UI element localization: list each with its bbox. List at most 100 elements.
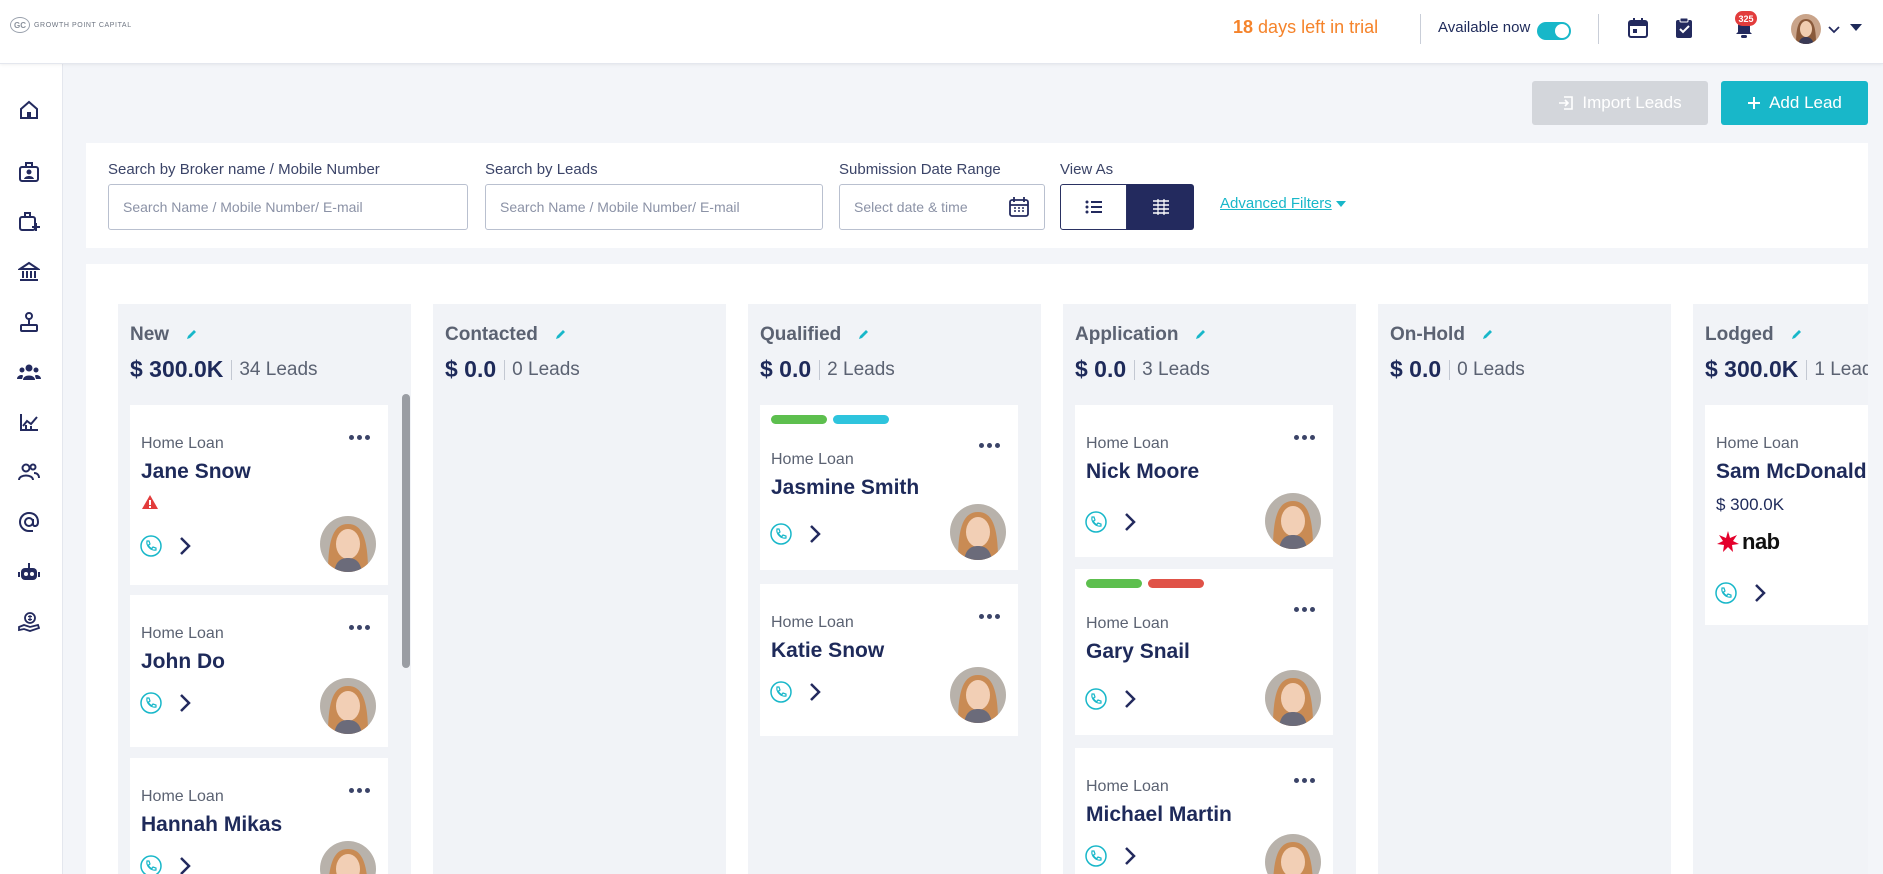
list-view-button[interactable] xyxy=(1060,184,1127,230)
logo-mark: GC xyxy=(10,17,30,33)
chevron-right-icon[interactable] xyxy=(178,692,192,714)
at-icon[interactable] xyxy=(16,509,42,535)
tag-red[interactable] xyxy=(1148,579,1204,588)
lead-card[interactable]: Home Loan Sam McDonald $ 300.0K nab xyxy=(1705,405,1868,625)
briefcase-add-icon[interactable] xyxy=(16,209,42,235)
loan-type: Home Loan xyxy=(141,435,224,452)
trial-notice[interactable]: 18 days left in trial xyxy=(1233,17,1378,38)
lender-logo: nab xyxy=(1716,529,1780,555)
tag-list xyxy=(771,415,889,424)
lead-card[interactable]: Home Loan Katie Snow xyxy=(760,584,1018,736)
lead-card[interactable]: Home Loan Jasmine Smith xyxy=(760,405,1018,570)
loan-type: Home Loan xyxy=(141,625,224,642)
more-options-icon[interactable] xyxy=(979,614,1000,619)
robot-icon[interactable] xyxy=(16,559,42,585)
lead-card[interactable]: Home Loan Jane Snow xyxy=(130,405,388,585)
list-icon xyxy=(1085,200,1102,214)
notification-badge: 325 xyxy=(1735,11,1757,26)
chart-icon[interactable] xyxy=(16,409,42,435)
loan-type: Home Loan xyxy=(141,788,224,805)
phone-icon[interactable] xyxy=(770,523,792,545)
tag-list xyxy=(1086,579,1204,588)
edit-pencil-icon[interactable] xyxy=(857,329,869,341)
broker-avatar xyxy=(1265,834,1321,874)
edit-pencil-icon[interactable] xyxy=(554,329,566,341)
column-leads-count: 1 Leads xyxy=(1806,359,1868,380)
add-lead-button[interactable]: Add Lead xyxy=(1721,81,1868,125)
edit-pencil-icon[interactable] xyxy=(1790,329,1802,341)
phone-icon[interactable] xyxy=(140,692,162,714)
more-options-icon[interactable] xyxy=(1294,778,1315,783)
money-hand-icon[interactable] xyxy=(16,609,42,635)
more-options-icon[interactable] xyxy=(1294,435,1315,440)
anchor-icon[interactable] xyxy=(16,309,42,335)
chevron-right-icon[interactable] xyxy=(178,855,192,874)
column-new: New $ 300.0K 34 Leads Home Loan Jane Sno… xyxy=(118,304,411,874)
lead-card[interactable]: Home Loan Michael Martin xyxy=(1075,748,1333,874)
column-title: Qualified xyxy=(760,324,842,345)
column-title: Contacted xyxy=(445,324,538,345)
date-range-input[interactable]: Select date & time xyxy=(839,184,1045,230)
caret-down-icon[interactable] xyxy=(1850,24,1862,31)
company-logo[interactable]: GC GROWTH POINT CAPITAL xyxy=(10,17,132,33)
chevron-right-icon[interactable] xyxy=(1123,511,1137,533)
more-options-icon[interactable] xyxy=(349,788,370,793)
lead-name: Jane Snow xyxy=(141,460,251,483)
chevron-down-icon[interactable] xyxy=(1827,22,1841,40)
tag-green[interactable] xyxy=(771,415,827,424)
import-leads-button[interactable]: Import Leads xyxy=(1532,81,1708,125)
column-qualified: Qualified $ 0.0 2 Leads Home Loan Jasmin… xyxy=(748,304,1041,874)
edit-pencil-icon[interactable] xyxy=(185,329,197,341)
phone-icon[interactable] xyxy=(770,681,792,703)
phone-icon[interactable] xyxy=(1085,688,1107,710)
column-scrollbar[interactable] xyxy=(402,394,410,668)
lead-card[interactable]: Home Loan John Do xyxy=(130,595,388,747)
more-options-icon[interactable] xyxy=(349,435,370,440)
divider xyxy=(1420,14,1421,44)
caret-down-icon xyxy=(1335,200,1346,207)
column-application: Application $ 0.0 3 Leads Home Loan Nick… xyxy=(1063,304,1356,874)
more-options-icon[interactable] xyxy=(1294,607,1315,612)
availability-toggle[interactable] xyxy=(1537,22,1571,40)
tag-green[interactable] xyxy=(1086,579,1142,588)
nab-star-icon xyxy=(1717,531,1739,552)
chevron-right-icon[interactable] xyxy=(1123,688,1137,710)
lead-name: Michael Martin xyxy=(1086,803,1232,826)
lead-card[interactable]: Home Loan Nick Moore xyxy=(1075,405,1333,557)
phone-icon[interactable] xyxy=(1085,511,1107,533)
phone-icon[interactable] xyxy=(140,535,162,557)
lead-card[interactable]: Home Loan Gary Snail xyxy=(1075,569,1333,735)
broker-search-input[interactable]: Search Name / Mobile Number/ E-mail xyxy=(108,184,468,230)
phone-icon[interactable] xyxy=(140,855,162,874)
chevron-right-icon[interactable] xyxy=(808,523,822,545)
phone-icon[interactable] xyxy=(1085,845,1107,867)
chevron-right-icon[interactable] xyxy=(178,535,192,557)
leads-search-input[interactable]: Search Name / Mobile Number/ E-mail xyxy=(485,184,823,230)
column-amount: $ 0.0 xyxy=(1390,356,1442,382)
edit-pencil-icon[interactable] xyxy=(1194,329,1206,341)
task-check-icon[interactable] xyxy=(1672,16,1696,40)
loan-type: Home Loan xyxy=(1716,435,1799,452)
divider xyxy=(1598,14,1599,44)
bank-icon[interactable] xyxy=(16,259,42,285)
chevron-right-icon[interactable] xyxy=(808,681,822,703)
chevron-right-icon[interactable] xyxy=(1753,582,1767,604)
calendar-icon[interactable] xyxy=(1626,16,1650,40)
tag-cyan[interactable] xyxy=(833,415,889,424)
more-options-icon[interactable] xyxy=(349,625,370,630)
board-view-button[interactable] xyxy=(1127,184,1194,230)
briefcase-user-icon[interactable] xyxy=(16,159,42,185)
more-options-icon[interactable] xyxy=(979,443,1000,448)
edit-pencil-icon[interactable] xyxy=(1481,329,1493,341)
chevron-right-icon[interactable] xyxy=(1123,845,1137,867)
phone-icon[interactable] xyxy=(1715,582,1737,604)
lead-card[interactable]: Home Loan Hannah Mikas xyxy=(130,758,388,874)
user-avatar[interactable] xyxy=(1791,14,1821,44)
column-amount: $ 0.0 xyxy=(1075,356,1127,382)
calendar-icon xyxy=(1009,197,1029,217)
kanban-board: New $ 300.0K 34 Leads Home Loan Jane Sno… xyxy=(86,264,1868,874)
advanced-filters-link[interactable]: Advanced Filters xyxy=(1220,195,1346,212)
home-icon[interactable] xyxy=(16,97,42,123)
team-icon[interactable] xyxy=(16,359,42,385)
users-icon[interactable] xyxy=(16,459,42,485)
